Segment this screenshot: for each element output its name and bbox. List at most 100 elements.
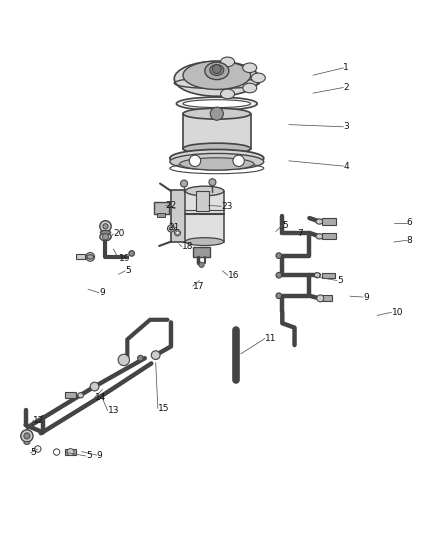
Ellipse shape — [183, 108, 251, 119]
Ellipse shape — [205, 62, 229, 79]
Text: 8: 8 — [407, 236, 413, 245]
Text: 5: 5 — [86, 451, 92, 461]
Circle shape — [189, 155, 201, 166]
Circle shape — [212, 65, 221, 74]
Circle shape — [180, 180, 187, 187]
Text: 22: 22 — [166, 201, 177, 210]
Ellipse shape — [183, 61, 251, 90]
Bar — [321, 272, 335, 278]
Ellipse shape — [53, 449, 60, 455]
Text: 9: 9 — [97, 450, 102, 459]
Text: 2: 2 — [343, 83, 349, 92]
Text: 14: 14 — [95, 393, 106, 402]
Text: 6: 6 — [407, 219, 413, 228]
Text: 12: 12 — [33, 416, 45, 425]
Ellipse shape — [316, 234, 323, 239]
Bar — [193, 247, 210, 257]
Text: 7: 7 — [297, 229, 304, 238]
Ellipse shape — [170, 149, 264, 167]
Text: 21: 21 — [169, 223, 180, 232]
Circle shape — [102, 234, 109, 240]
Text: 3: 3 — [343, 122, 349, 131]
Ellipse shape — [24, 441, 30, 445]
Bar — [65, 449, 76, 455]
Ellipse shape — [180, 158, 254, 170]
Ellipse shape — [316, 219, 323, 224]
Bar — [183, 114, 251, 149]
Text: 19: 19 — [119, 254, 130, 263]
Ellipse shape — [183, 143, 251, 154]
Ellipse shape — [177, 97, 257, 110]
Ellipse shape — [276, 293, 282, 298]
Text: 9: 9 — [99, 288, 105, 297]
Text: 5: 5 — [30, 448, 36, 457]
Text: 5: 5 — [125, 266, 131, 276]
Circle shape — [118, 354, 130, 366]
Bar — [157, 213, 165, 217]
Text: 9: 9 — [363, 293, 369, 302]
Ellipse shape — [170, 154, 264, 170]
Text: 17: 17 — [193, 281, 204, 290]
Ellipse shape — [183, 100, 251, 108]
Bar — [153, 202, 169, 214]
Circle shape — [21, 430, 33, 442]
Ellipse shape — [100, 230, 111, 235]
Ellipse shape — [314, 272, 320, 278]
Text: 13: 13 — [108, 406, 119, 415]
Bar — [65, 392, 76, 398]
Circle shape — [151, 351, 160, 359]
Ellipse shape — [243, 63, 257, 72]
Ellipse shape — [185, 238, 224, 246]
Circle shape — [53, 449, 60, 455]
Ellipse shape — [276, 253, 282, 259]
Text: 5: 5 — [283, 221, 288, 230]
Circle shape — [169, 227, 173, 230]
Circle shape — [67, 449, 74, 456]
Ellipse shape — [100, 233, 111, 241]
Circle shape — [317, 295, 324, 302]
Ellipse shape — [129, 251, 134, 256]
Text: 20: 20 — [113, 229, 125, 238]
Text: 15: 15 — [158, 404, 170, 413]
Circle shape — [209, 179, 216, 185]
Circle shape — [199, 262, 204, 268]
Ellipse shape — [185, 186, 224, 196]
Text: 1: 1 — [343, 63, 349, 72]
Ellipse shape — [221, 89, 234, 99]
Circle shape — [210, 107, 223, 120]
Circle shape — [100, 221, 111, 232]
Circle shape — [103, 224, 108, 229]
Ellipse shape — [251, 73, 265, 83]
Bar — [322, 219, 336, 224]
Bar — [76, 254, 85, 259]
Text: 10: 10 — [392, 308, 403, 317]
Bar — [322, 233, 336, 239]
Ellipse shape — [35, 446, 41, 452]
Ellipse shape — [243, 83, 257, 93]
Ellipse shape — [276, 272, 282, 278]
Circle shape — [176, 231, 179, 235]
Bar — [196, 191, 209, 211]
Bar — [319, 295, 332, 301]
Ellipse shape — [138, 356, 143, 361]
Circle shape — [167, 225, 174, 232]
Bar — [171, 190, 204, 243]
Ellipse shape — [78, 393, 83, 398]
Ellipse shape — [210, 64, 224, 76]
Text: 16: 16 — [228, 271, 239, 280]
Ellipse shape — [174, 61, 259, 96]
Ellipse shape — [221, 57, 234, 67]
Text: 23: 23 — [221, 202, 233, 211]
Circle shape — [35, 446, 41, 452]
Text: 4: 4 — [343, 161, 349, 171]
Text: 11: 11 — [265, 334, 276, 343]
Circle shape — [174, 230, 180, 236]
Ellipse shape — [87, 255, 93, 259]
Bar — [185, 191, 224, 241]
Circle shape — [233, 155, 244, 166]
Circle shape — [86, 253, 95, 261]
Text: 5: 5 — [337, 276, 343, 285]
Circle shape — [24, 433, 30, 439]
Text: 18: 18 — [182, 243, 194, 252]
Circle shape — [90, 382, 99, 391]
